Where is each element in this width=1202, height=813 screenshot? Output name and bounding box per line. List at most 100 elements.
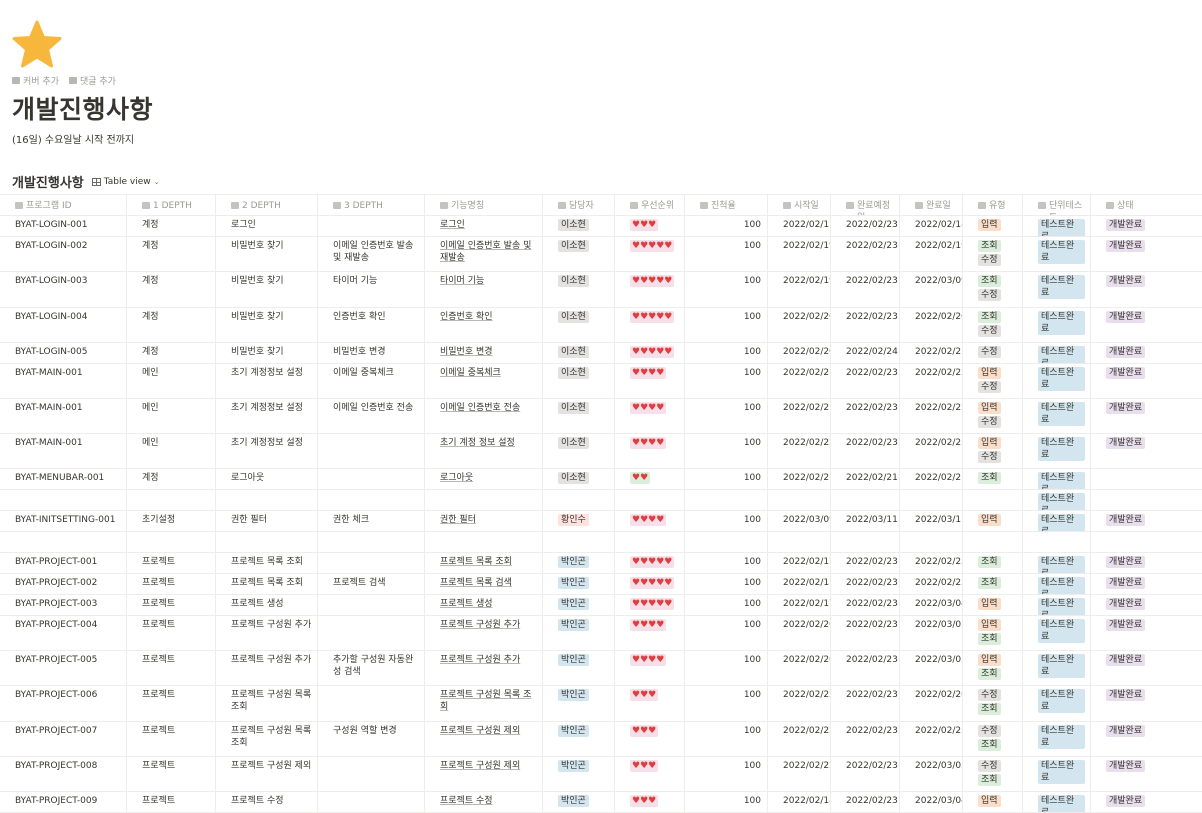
owner-cell[interactable]: 이소현 (543, 399, 615, 433)
column-header[interactable]: 진척율 (685, 195, 768, 215)
depth3-cell[interactable] (318, 469, 425, 489)
type-cell[interactable]: 수정 조회 (963, 722, 1023, 756)
due-date-cell[interactable]: 2022/02/23 (831, 399, 900, 433)
depth2-cell[interactable]: 비밀번호 찾기 (216, 272, 318, 307)
owner-cell[interactable]: 이소현 (543, 343, 615, 363)
priority-cell[interactable]: ♥♥♥♥ (615, 616, 685, 650)
column-header[interactable]: 단위테스트 (1023, 195, 1091, 215)
priority-cell[interactable]: ♥♥ (615, 469, 685, 489)
start-date-cell[interactable]: 2022/02/22 (768, 434, 831, 468)
due-date-cell[interactable]: 2022/02/23 (831, 757, 900, 791)
program-id-cell[interactable] (0, 490, 127, 510)
done-date-cell[interactable]: 2022/02/21 (900, 469, 963, 489)
done-date-cell[interactable]: 2022/02/26 (900, 686, 963, 721)
depth2-cell[interactable]: 프로젝트 구성원 목록 조회 (216, 722, 318, 756)
type-cell[interactable]: 입력 (963, 511, 1023, 531)
start-date-cell[interactable]: 2022/02/17 (768, 574, 831, 594)
type-cell[interactable]: 입력 조회 (963, 616, 1023, 650)
due-date-cell[interactable]: 2022/02/23 (831, 434, 900, 468)
status-cell[interactable]: 개발완료 (1091, 616, 1202, 650)
feature-name-cell[interactable]: 로그인 (425, 216, 543, 236)
view-switcher[interactable]: Table view ⌄ (91, 177, 160, 187)
done-date-cell[interactable]: 2022/03/11 (900, 511, 963, 531)
status-cell[interactable]: 개발완료 (1091, 792, 1202, 812)
program-id-cell[interactable]: BYAT-LOGIN-003 (0, 272, 127, 307)
done-date-cell[interactable]: 2022/03/09 (900, 272, 963, 307)
depth1-cell[interactable]: 메인 (127, 364, 216, 398)
priority-cell[interactable]: ♥♥♥♥♥ (615, 553, 685, 573)
feature-name-cell[interactable]: 이메일 인증번호 전송 (425, 399, 543, 433)
progress-cell[interactable]: 100 (685, 272, 768, 307)
due-date-cell[interactable]: 2022/02/23 (831, 792, 900, 812)
start-date-cell[interactable]: 2022/02/18 (768, 792, 831, 812)
program-id-cell[interactable]: BYAT-MAIN-001 (0, 434, 127, 468)
start-date-cell[interactable]: 2022/02/20 (768, 308, 831, 342)
column-header[interactable]: 1 DEPTH (127, 195, 216, 215)
depth2-cell[interactable]: 초기 계정정보 설정 (216, 434, 318, 468)
done-date-cell[interactable]: 2022/02/25 (900, 574, 963, 594)
depth3-cell[interactable] (318, 553, 425, 573)
unit-test-cell[interactable]: 테스트완료 (1023, 490, 1091, 510)
owner-cell[interactable] (543, 532, 615, 552)
type-cell[interactable]: 수정 조회 (963, 757, 1023, 791)
feature-name-cell[interactable]: 프로젝트 생성 (425, 595, 543, 615)
priority-cell[interactable]: ♥♥♥ (615, 757, 685, 791)
status-cell[interactable]: 개발완료 (1091, 686, 1202, 721)
depth1-cell[interactable]: 프로젝트 (127, 616, 216, 650)
status-cell[interactable]: 개발완료 (1091, 364, 1202, 398)
status-cell[interactable]: 개발완료 (1091, 399, 1202, 433)
done-date-cell[interactable]: 2022/02/23 (900, 722, 963, 756)
feature-name-cell[interactable]: 프로젝트 목록 검색 (425, 574, 543, 594)
start-date-cell[interactable]: 2022/02/21 (768, 399, 831, 433)
progress-cell[interactable]: 100 (685, 757, 768, 791)
due-date-cell[interactable]: 2022/02/23 (831, 651, 900, 685)
type-cell[interactable]: 입력 수정 (963, 364, 1023, 398)
depth2-cell[interactable] (216, 490, 318, 510)
priority-cell[interactable]: ♥♥♥♥ (615, 364, 685, 398)
owner-cell[interactable]: 박인곤 (543, 553, 615, 573)
unit-test-cell[interactable]: 테스트완료 (1023, 511, 1091, 531)
unit-test-cell[interactable]: 테스트완료 (1023, 686, 1091, 721)
progress-cell[interactable]: 100 (685, 792, 768, 812)
type-cell[interactable] (963, 532, 1023, 552)
feature-name-cell[interactable] (425, 490, 543, 510)
status-cell[interactable]: 개발완료 (1091, 237, 1202, 271)
depth2-cell[interactable]: 초기 계정정보 설정 (216, 364, 318, 398)
depth1-cell[interactable]: 프로젝트 (127, 574, 216, 594)
program-id-cell[interactable] (0, 532, 127, 552)
type-cell[interactable]: 조회 수정 (963, 272, 1023, 307)
progress-cell[interactable]: 100 (685, 595, 768, 615)
due-date-cell[interactable]: 2022/02/23 (831, 216, 900, 236)
column-header[interactable]: 우선순위 (615, 195, 685, 215)
owner-cell[interactable]: 박인곤 (543, 757, 615, 791)
priority-cell[interactable]: ♥♥♥♥ (615, 511, 685, 531)
unit-test-cell[interactable]: 테스트완료 (1023, 553, 1091, 573)
due-date-cell[interactable]: 2022/02/23 (831, 553, 900, 573)
star-icon[interactable] (12, 20, 62, 70)
priority-cell[interactable]: ♥♥♥♥ (615, 434, 685, 468)
owner-cell[interactable]: 이소현 (543, 272, 615, 307)
progress-cell[interactable] (685, 490, 768, 510)
status-cell[interactable]: 개발완료 (1091, 574, 1202, 594)
owner-cell[interactable]: 박인곤 (543, 616, 615, 650)
unit-test-cell[interactable]: 테스트완료 (1023, 343, 1091, 363)
priority-cell[interactable]: ♥♥♥ (615, 216, 685, 236)
column-header[interactable]: 3 DEPTH (318, 195, 425, 215)
feature-name-cell[interactable]: 타이머 기능 (425, 272, 543, 307)
feature-name-cell[interactable]: 프로젝트 구성원 제외 (425, 722, 543, 756)
page-title[interactable]: 개발진행사항 (12, 95, 154, 124)
type-cell[interactable]: 입력 수정 (963, 399, 1023, 433)
depth3-cell[interactable] (318, 686, 425, 721)
done-date-cell[interactable]: 2022/02/18 (900, 216, 963, 236)
unit-test-cell[interactable]: 테스트완료 (1023, 399, 1091, 433)
type-cell[interactable]: 조회 (963, 469, 1023, 489)
depth1-cell[interactable]: 계정 (127, 237, 216, 271)
page-description[interactable]: (16일) 수요일날 시작 전까지 (12, 135, 135, 146)
depth3-cell[interactable]: 프로젝트 검색 (318, 574, 425, 594)
program-id-cell[interactable]: BYAT-MAIN-001 (0, 364, 127, 398)
feature-name-cell[interactable]: 권한 필터 (425, 511, 543, 531)
start-date-cell[interactable]: 2022/02/19 (768, 237, 831, 271)
owner-cell[interactable]: 박인곤 (543, 595, 615, 615)
unit-test-cell[interactable]: 테스트완료 (1023, 722, 1091, 756)
unit-test-cell[interactable]: 테스트완료 (1023, 757, 1091, 791)
